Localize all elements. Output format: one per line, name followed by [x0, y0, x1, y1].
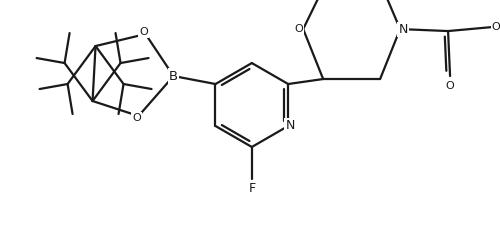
Text: O: O — [139, 27, 148, 37]
Text: N: N — [286, 120, 295, 132]
Text: O: O — [295, 24, 304, 34]
Text: O: O — [492, 22, 500, 32]
Text: O: O — [446, 81, 454, 91]
Text: N: N — [398, 22, 408, 36]
Text: B: B — [169, 70, 178, 82]
Text: O: O — [132, 113, 141, 123]
Text: F: F — [248, 183, 256, 195]
